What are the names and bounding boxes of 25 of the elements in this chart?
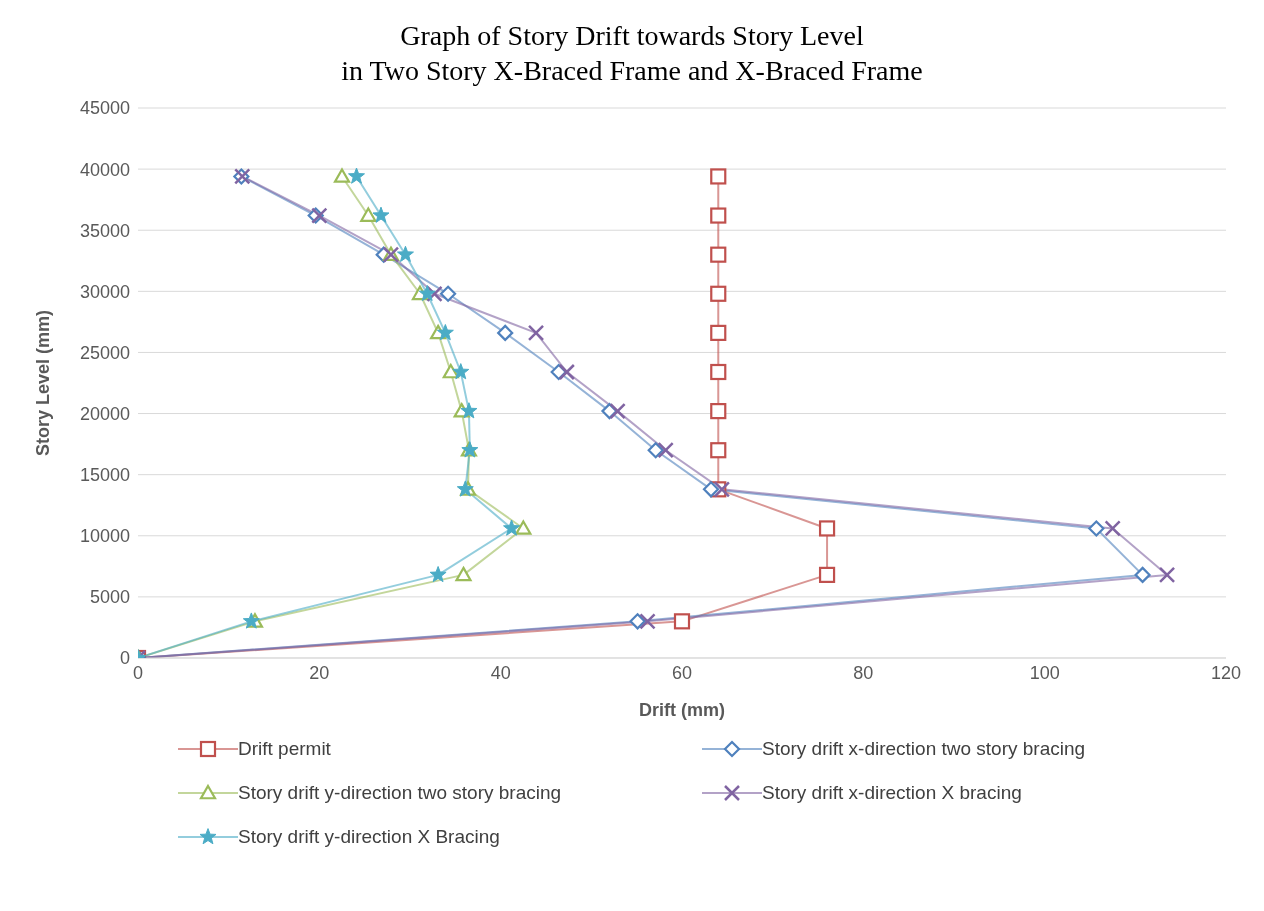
x-tick-label: 40 <box>490 662 511 683</box>
y-axis-title: Story Level (mm) <box>33 309 54 457</box>
x-tick-label: 0 <box>132 662 144 683</box>
legend-label: Story drift x-direction X bracing <box>762 782 1022 804</box>
legend-label: Story drift y-direction X Bracing <box>238 826 500 848</box>
legend-label: Story drift x-direction two story bracing <box>762 738 1086 760</box>
x-tick-label: 60 <box>671 662 693 683</box>
y-tick-label: 5000 <box>89 587 130 608</box>
x-tick-label: 120 <box>1210 662 1242 683</box>
y-tick-label: 45000 <box>79 98 130 119</box>
y-tick-label: 20000 <box>79 403 130 424</box>
y-tick-label: 35000 <box>79 220 130 241</box>
x-tick-label: 100 <box>1029 662 1060 683</box>
legend-label: Drift permit <box>238 738 331 760</box>
y-tick-label: 40000 <box>79 159 130 180</box>
x-tick-label: 80 <box>853 662 874 683</box>
y-tick-label: 10000 <box>79 526 130 547</box>
legend-label: Story drift y-direction two story bracing <box>238 782 562 804</box>
y-tick-label: 0 <box>119 648 130 669</box>
y-tick-label: 30000 <box>79 281 130 302</box>
chart-title: Graph of Story Drift towards Story Level in Two Story X-Braced Frame and X-Braced Frame <box>340 19 924 88</box>
x-tick-label: 20 <box>309 662 330 683</box>
y-tick-label: 25000 <box>79 342 130 363</box>
x-axis-title: Drift (mm) <box>639 700 725 720</box>
y-tick-label: 15000 <box>79 465 130 486</box>
